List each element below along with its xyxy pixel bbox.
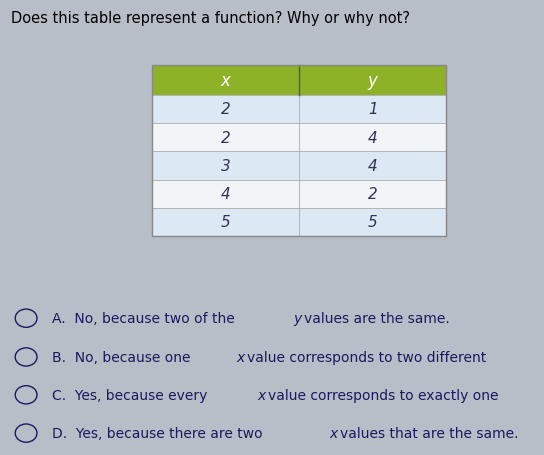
FancyBboxPatch shape [152,124,299,152]
Text: x: x [258,388,266,402]
FancyBboxPatch shape [152,66,446,96]
Text: A.  No, because two of the: A. No, because two of the [52,312,239,325]
Text: 2: 2 [368,187,378,202]
Text: x: x [329,426,337,440]
Text: value corresponds to exactly one: value corresponds to exactly one [268,388,503,402]
Text: D.  Yes, because there are two: D. Yes, because there are two [52,426,267,440]
Text: 1: 1 [368,102,378,117]
Text: 5: 5 [368,215,378,230]
FancyBboxPatch shape [152,208,299,237]
Text: y: y [293,312,301,325]
Text: 3: 3 [221,159,231,173]
Text: 5: 5 [221,215,231,230]
FancyBboxPatch shape [152,96,299,124]
FancyBboxPatch shape [299,152,446,180]
FancyBboxPatch shape [299,96,446,124]
Text: values are the same.: values are the same. [304,312,449,325]
Text: values that are the same.: values that are the same. [340,426,518,440]
Text: 2: 2 [221,102,231,117]
FancyBboxPatch shape [299,180,446,208]
Text: B.  No, because one: B. No, because one [52,350,195,364]
Text: 4: 4 [221,187,231,202]
Text: 2: 2 [221,131,231,145]
FancyBboxPatch shape [152,180,299,208]
Text: C.  Yes, because every: C. Yes, because every [52,388,212,402]
Text: value corresponds to two different: value corresponds to two different [246,350,490,364]
FancyBboxPatch shape [299,124,446,152]
Text: x: x [236,350,244,364]
FancyBboxPatch shape [152,152,299,180]
Text: y: y [368,72,378,90]
Text: 4: 4 [368,159,378,173]
Text: x: x [221,72,231,90]
Text: Does this table represent a function? Why or why not?: Does this table represent a function? Wh… [11,11,410,26]
Text: 4: 4 [368,131,378,145]
FancyBboxPatch shape [299,208,446,237]
